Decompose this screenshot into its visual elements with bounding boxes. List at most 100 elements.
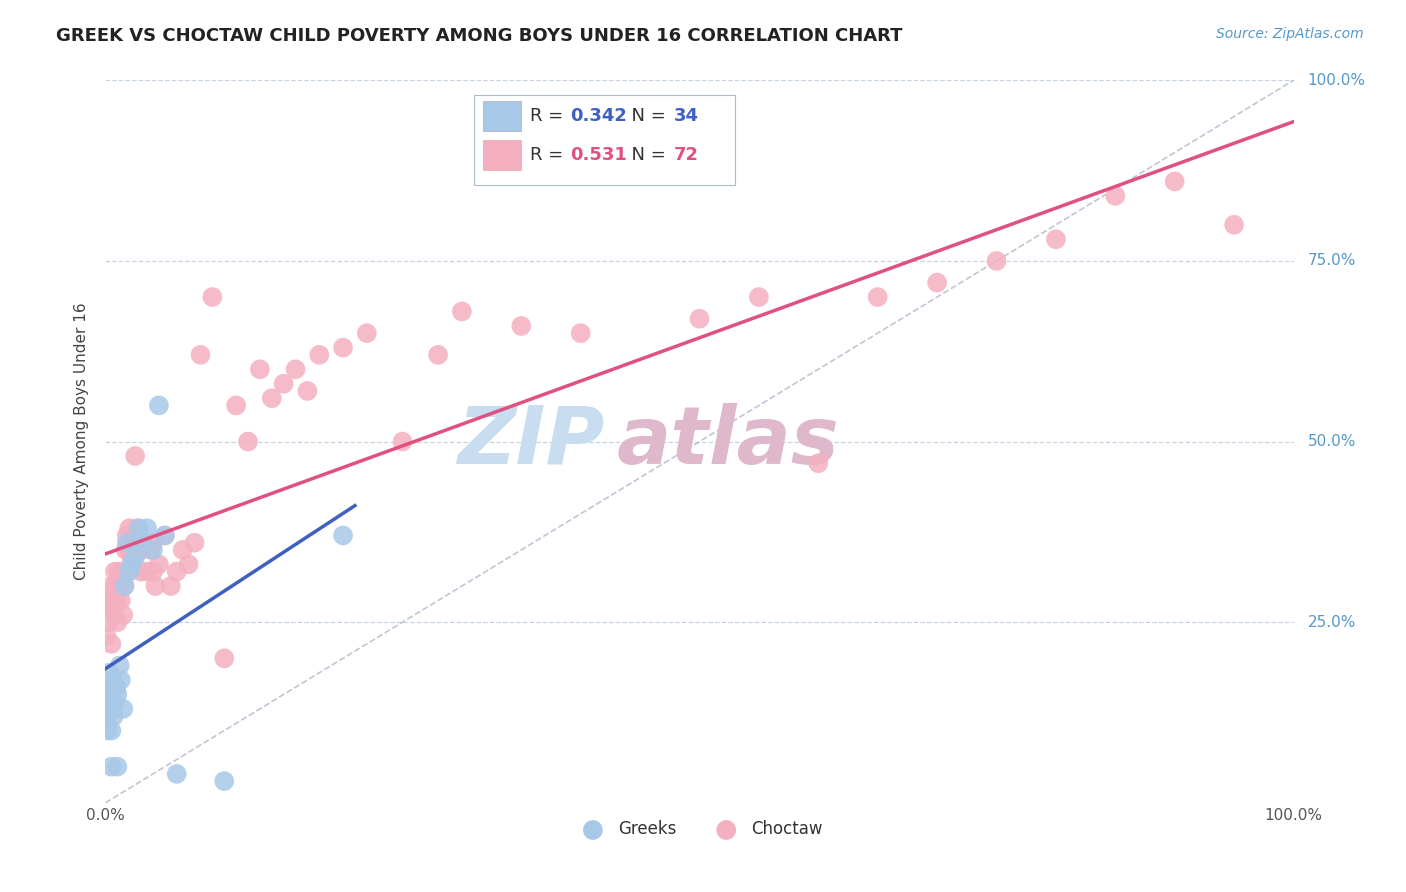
Point	[225, 398, 247, 412]
Point	[183, 535, 205, 549]
Text: R =: R =	[530, 145, 568, 164]
Point	[108, 658, 131, 673]
Point	[104, 579, 127, 593]
Point	[249, 362, 271, 376]
Point	[105, 680, 128, 694]
Point	[103, 709, 125, 723]
Point	[97, 695, 120, 709]
Point	[128, 535, 150, 549]
Point	[121, 558, 143, 572]
Point	[1045, 232, 1067, 246]
Point	[177, 558, 200, 572]
Point	[98, 695, 121, 709]
Point	[112, 607, 135, 622]
Text: 50.0%: 50.0%	[1308, 434, 1357, 449]
Text: R =: R =	[530, 107, 568, 125]
Point	[159, 579, 181, 593]
Point	[100, 687, 122, 701]
Text: ZIP: ZIP	[457, 402, 605, 481]
Point	[117, 565, 139, 579]
Point	[100, 723, 122, 738]
Point	[1164, 174, 1187, 188]
Point	[100, 637, 122, 651]
Text: N =: N =	[620, 107, 672, 125]
Point	[332, 341, 354, 355]
Point	[118, 565, 141, 579]
Point	[391, 434, 413, 449]
Point	[214, 651, 236, 665]
FancyBboxPatch shape	[484, 101, 522, 131]
Point	[98, 593, 121, 607]
Point	[510, 318, 533, 333]
Point	[112, 702, 135, 716]
Point	[153, 528, 176, 542]
Point	[105, 615, 128, 630]
Point	[110, 593, 132, 607]
Point	[97, 723, 120, 738]
Text: GREEK VS CHOCTAW CHILD POVERTY AMONG BOYS UNDER 16 CORRELATION CHART: GREEK VS CHOCTAW CHILD POVERTY AMONG BOY…	[56, 27, 903, 45]
Point	[108, 579, 131, 593]
Point	[115, 528, 138, 542]
Text: N =: N =	[620, 145, 672, 164]
Point	[132, 535, 155, 549]
Point	[98, 615, 121, 630]
Point	[101, 702, 124, 716]
Point	[201, 290, 224, 304]
Text: 0.531: 0.531	[569, 145, 627, 164]
Point	[114, 579, 136, 593]
Text: 0.342: 0.342	[569, 107, 627, 125]
Point	[103, 607, 125, 622]
Point	[986, 253, 1008, 268]
Point	[136, 565, 159, 579]
Point	[101, 673, 124, 687]
Point	[96, 630, 118, 644]
Point	[153, 528, 176, 542]
Point	[129, 542, 152, 557]
Legend: Greeks, Choctaw: Greeks, Choctaw	[569, 814, 830, 845]
Point	[284, 362, 307, 376]
Point	[925, 276, 948, 290]
FancyBboxPatch shape	[484, 139, 522, 169]
Point	[118, 521, 141, 535]
Y-axis label: Child Poverty Among Boys Under 16: Child Poverty Among Boys Under 16	[75, 302, 90, 581]
Point	[689, 311, 711, 326]
Point	[118, 542, 141, 557]
Point	[129, 535, 152, 549]
Point	[214, 774, 236, 789]
Point	[356, 326, 378, 340]
Point	[96, 709, 118, 723]
Point	[297, 384, 319, 398]
Point	[110, 673, 132, 687]
Point	[121, 550, 143, 565]
Point	[1223, 218, 1246, 232]
Point	[450, 304, 472, 318]
Point	[124, 550, 146, 565]
Point	[128, 521, 150, 535]
Point	[236, 434, 259, 449]
Point	[139, 542, 162, 557]
Text: 72: 72	[673, 145, 699, 164]
FancyBboxPatch shape	[474, 95, 735, 185]
Point	[100, 760, 122, 774]
Point	[104, 565, 127, 579]
Point	[142, 565, 165, 579]
Point	[97, 600, 120, 615]
Point	[807, 456, 830, 470]
Point	[166, 565, 188, 579]
Point	[107, 565, 129, 579]
Point	[136, 521, 159, 535]
Point	[127, 521, 149, 535]
Point	[98, 665, 121, 680]
Point	[111, 565, 134, 579]
Text: 100.0%: 100.0%	[1308, 73, 1365, 87]
Text: atlas: atlas	[616, 402, 839, 481]
Point	[427, 348, 450, 362]
Point	[114, 542, 136, 557]
Point	[105, 760, 128, 774]
Point	[115, 535, 138, 549]
Point	[273, 376, 295, 391]
Point	[143, 579, 166, 593]
Point	[142, 542, 165, 557]
Point	[129, 565, 152, 579]
Point	[260, 391, 283, 405]
